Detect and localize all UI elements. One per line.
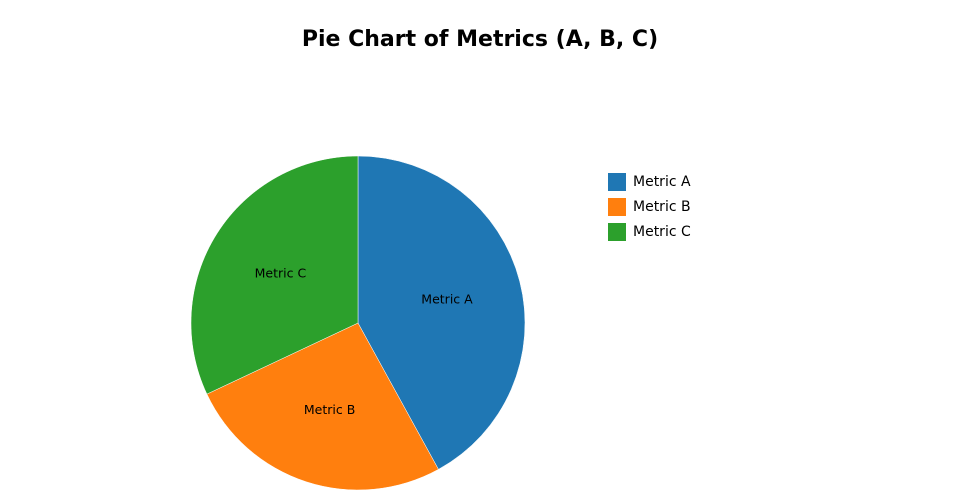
legend-label-metric-b: Metric B	[633, 199, 691, 215]
legend-label-metric-c: Metric C	[633, 224, 691, 240]
legend-label-metric-a: Metric A	[633, 174, 691, 190]
slice-label-metric-b: Metric B	[304, 402, 355, 417]
legend-swatch-metric-a	[608, 173, 626, 191]
pie-slice-metric-b	[206, 322, 439, 491]
legend: Metric A Metric B Metric C	[608, 173, 691, 241]
pie-slice-metric-a	[357, 155, 526, 470]
legend-swatch-metric-c	[608, 223, 626, 241]
slice-label-metric-a: Metric A	[421, 292, 473, 307]
legend-swatch-metric-b	[608, 198, 626, 216]
legend-item-metric-b[interactable]: Metric B	[608, 198, 691, 216]
slice-label-metric-c: Metric C	[255, 265, 307, 280]
pie-slices	[190, 155, 526, 491]
chart-title: Pie Chart of Metrics (A, B, C)	[302, 27, 658, 52]
legend-item-metric-c[interactable]: Metric C	[608, 223, 691, 241]
legend-item-metric-a[interactable]: Metric A	[608, 173, 691, 191]
pie-slice-labels: Metric A Metric B Metric C	[255, 265, 474, 417]
pie-slice-metric-c	[190, 155, 359, 395]
